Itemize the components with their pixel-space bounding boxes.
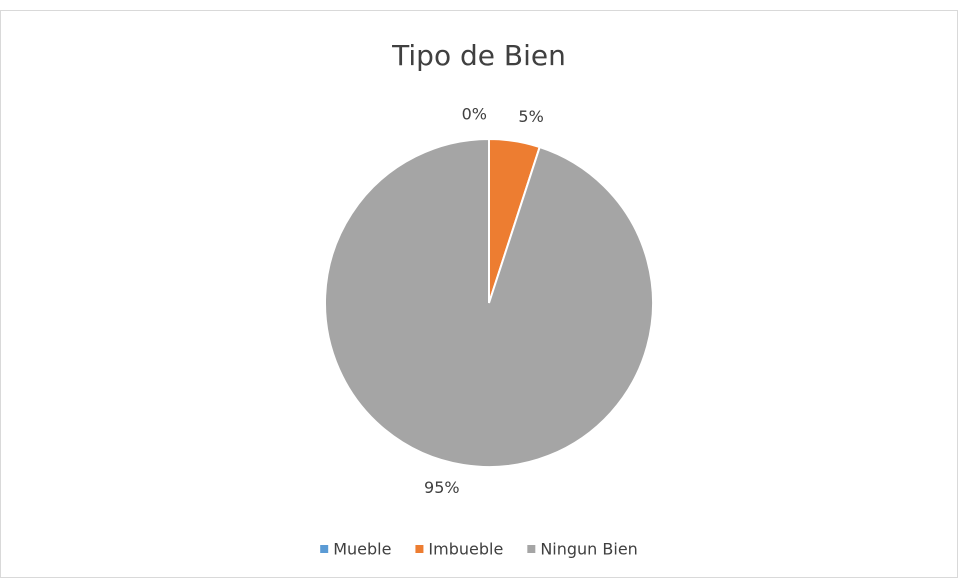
- legend-marker: [415, 545, 424, 553]
- data-label: 95%: [424, 478, 460, 497]
- legend-marker: [320, 545, 329, 553]
- legend-marker: [527, 545, 536, 553]
- data-label: 5%: [518, 107, 543, 126]
- legend-label: Imbueble: [428, 540, 503, 559]
- pie-slice: [324, 137, 654, 468]
- legend-label: Mueble: [333, 540, 391, 559]
- data-label: 0%: [462, 105, 487, 124]
- chart-title: Tipo de Bien: [391, 39, 566, 72]
- legend-label: Ningun Bien: [540, 540, 637, 559]
